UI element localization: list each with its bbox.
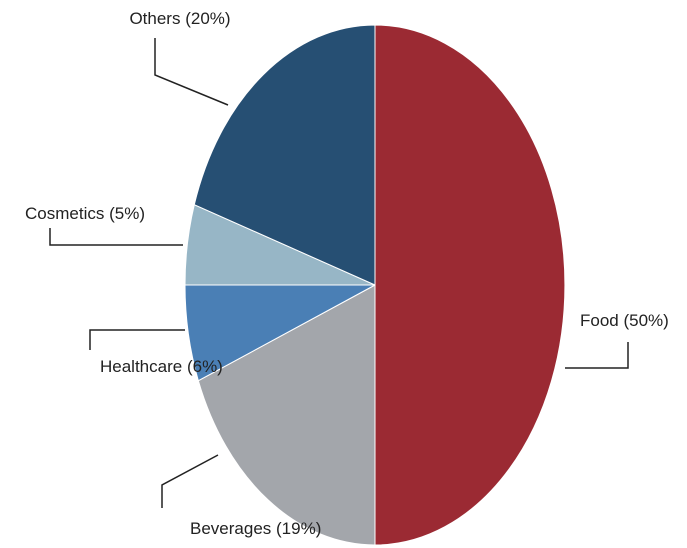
leader-line xyxy=(89,329,185,350)
leader-lines xyxy=(49,38,629,508)
value-label: (6%) xyxy=(187,357,223,376)
slice-label: Food (50%) xyxy=(580,311,669,330)
leader-line xyxy=(49,228,183,246)
slice-label: Beverages (19%) xyxy=(190,519,321,538)
pie-slice xyxy=(193,24,376,286)
category-name: Cosmetics xyxy=(25,204,104,223)
slice-label: Healthcare (6%) xyxy=(100,357,223,376)
leader-line xyxy=(154,38,229,106)
value-label: (19%) xyxy=(276,519,321,538)
category-name: Healthcare xyxy=(100,357,182,376)
category-name: Others xyxy=(129,9,180,28)
category-name: Food xyxy=(580,311,619,330)
leader-line xyxy=(161,454,219,508)
leader-line xyxy=(565,342,629,369)
slice-label: Others (20%) xyxy=(129,9,230,28)
value-label: (20%) xyxy=(185,9,230,28)
value-label: (5%) xyxy=(109,204,145,223)
pie-slice xyxy=(197,284,376,546)
pie-slice xyxy=(374,24,566,546)
category-name: Beverages xyxy=(190,519,271,538)
value-label: (50%) xyxy=(623,311,668,330)
slice-label: Cosmetics (5%) xyxy=(25,204,145,223)
